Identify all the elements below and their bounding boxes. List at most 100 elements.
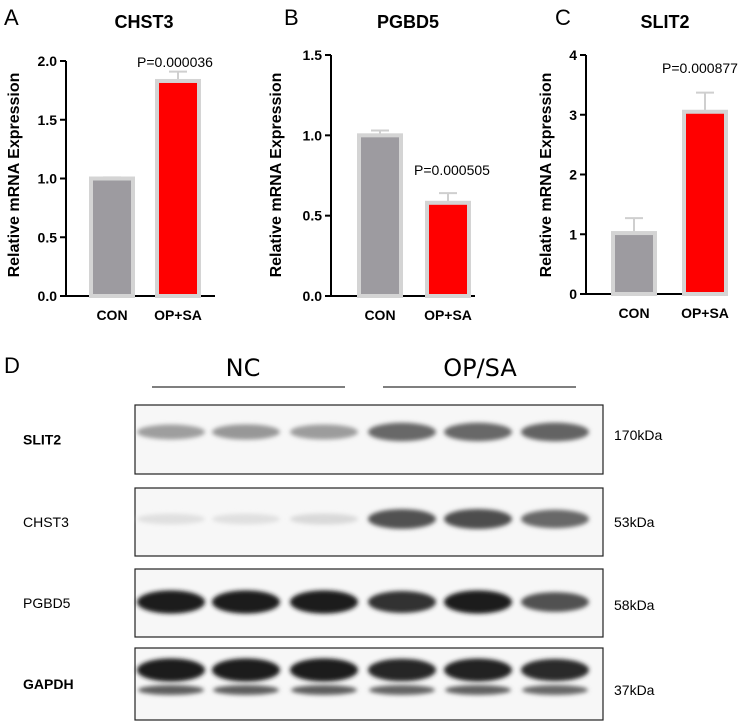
group-label-nc: NC [226,354,261,382]
molecular-weight-label: 37kDa [614,682,655,698]
molecular-weight-label: 58kDa [614,597,655,613]
protein-label: GAPDH [23,676,74,692]
blot-band [137,424,205,440]
blot-band-secondary [213,685,279,695]
p-value-c: P=0.000877 [662,60,738,76]
panel-letter-a: A [4,5,19,30]
bar-con [611,231,657,296]
blot-band [290,658,358,682]
blot-band [521,509,589,529]
y-tick-label: 4 [569,47,577,63]
x-tick-label: OP+SA [154,307,202,323]
blot-band [212,590,280,614]
blot-band [212,513,280,525]
y-ticks-c: 0 1 2 3 4 [569,47,586,302]
western-blot-panel: D NC OP/SA SLIT2 170kDa CHST3 53kDa PGBD5 58k… [4,353,662,721]
y-tick-label: 1.5 [38,112,58,128]
y-tick-label: 0.5 [303,208,323,224]
blot-row-chst3: CHST3 53kDa [23,487,655,557]
chart-title-a: CHST3 [114,12,173,32]
blot-band [521,422,589,442]
bar-con [89,176,135,298]
y-tick-label: 2 [569,167,577,183]
blot-frame [134,404,604,475]
y-axis-label-c: Relative mRNA Expression [538,73,555,278]
p-value-b: P=0.000505 [414,162,490,178]
blot-band-secondary [291,685,357,695]
blot-band-secondary [369,685,435,695]
protein-label: CHST3 [23,514,69,530]
panel-letter-b: B [284,5,299,30]
molecular-weight-label: 170kDa [614,427,662,443]
y-tick-label: 0 [569,286,577,302]
blot-frame [134,647,604,721]
x-ticks-b: CON OP+SA [364,307,471,323]
blot-band [521,658,589,682]
blot-band [290,513,358,525]
group-label-opsa: OP/SA [443,354,517,382]
chart-panel-b: B PGBD5 Relative mRNA Expression 0.0 0.5 1… [268,5,490,323]
chart-panel-a: A CHST3 Relative mRNA Expression 0.0 0.5 1… [4,5,215,323]
y-axis-label-b: Relative mRNA Expression [268,73,285,278]
y-tick-label: 2.0 [38,53,58,69]
blot-band [521,592,589,612]
blot-band [368,509,436,529]
bars-a [89,70,201,298]
y-tick-label: 1.5 [303,47,323,63]
p-value-a: P=0.000036 [137,54,213,70]
y-ticks-a: 0.0 0.5 1.0 1.5 2.0 [38,53,66,304]
bar-op-sa [682,109,728,296]
bar-op-sa [155,78,201,298]
blot-band [368,658,436,682]
bars-b [357,129,471,299]
blot-band [212,658,280,682]
bar-op-sa [425,200,471,299]
blot-band [290,424,358,440]
y-tick-label: 1.0 [303,127,323,143]
x-ticks-a: CON OP+SA [96,307,201,323]
blot-band [137,658,205,682]
blot-band [212,424,280,440]
x-ticks-c: CON OP+SA [618,305,728,321]
protein-label: SLIT2 [23,432,61,448]
x-tick-label: CON [96,307,127,323]
blot-band [137,513,205,525]
y-tick-label: 3 [569,107,577,123]
blot-band [368,591,436,613]
y-tick-label: 0.0 [38,288,58,304]
y-tick-label: 1.0 [38,171,58,187]
blot-band [137,590,205,614]
y-tick-label: 1 [569,226,577,242]
blot-band-secondary [445,685,511,695]
blot-band [444,422,512,442]
bar-con [357,133,403,298]
blot-band [368,422,436,442]
chart-panel-c: C SLIT2 Relative mRNA Expression 0 1 2 3 4 C… [538,5,738,321]
protein-label: PGBD5 [23,595,71,611]
x-tick-label: OP+SA [424,307,472,323]
chart-title-c: SLIT2 [640,12,689,32]
y-ticks-b: 0.0 0.5 1.0 1.5 [303,47,331,304]
blot-row-slit2: SLIT2 170kDa [23,404,662,475]
chart-title-b: PGBD5 [377,12,439,32]
panel-letter-d: D [4,353,20,378]
blot-band [444,658,512,682]
x-tick-label: OP+SA [681,305,729,321]
blot-band-secondary [138,685,204,695]
y-axis-label-a: Relative mRNA Expression [6,73,23,278]
panel-letter-c: C [555,5,571,30]
blot-row-pgbd5: PGBD5 58kDa [23,568,655,638]
x-tick-label: CON [364,307,395,323]
blot-band [290,590,358,614]
molecular-weight-label: 53kDa [614,514,655,530]
x-tick-label: CON [618,305,649,321]
bars-c [611,91,728,296]
y-tick-label: 0.5 [38,229,58,245]
blot-band [444,590,512,614]
blot-band [444,508,512,530]
blot-row-gapdh: GAPDH 37kDa [23,647,655,721]
blot-band-secondary [522,685,588,695]
y-tick-label: 0.0 [303,288,323,304]
blot-rows: SLIT2 170kDa CHST3 53kDa PGBD5 58kDa GAPDH 37kD… [23,404,662,721]
